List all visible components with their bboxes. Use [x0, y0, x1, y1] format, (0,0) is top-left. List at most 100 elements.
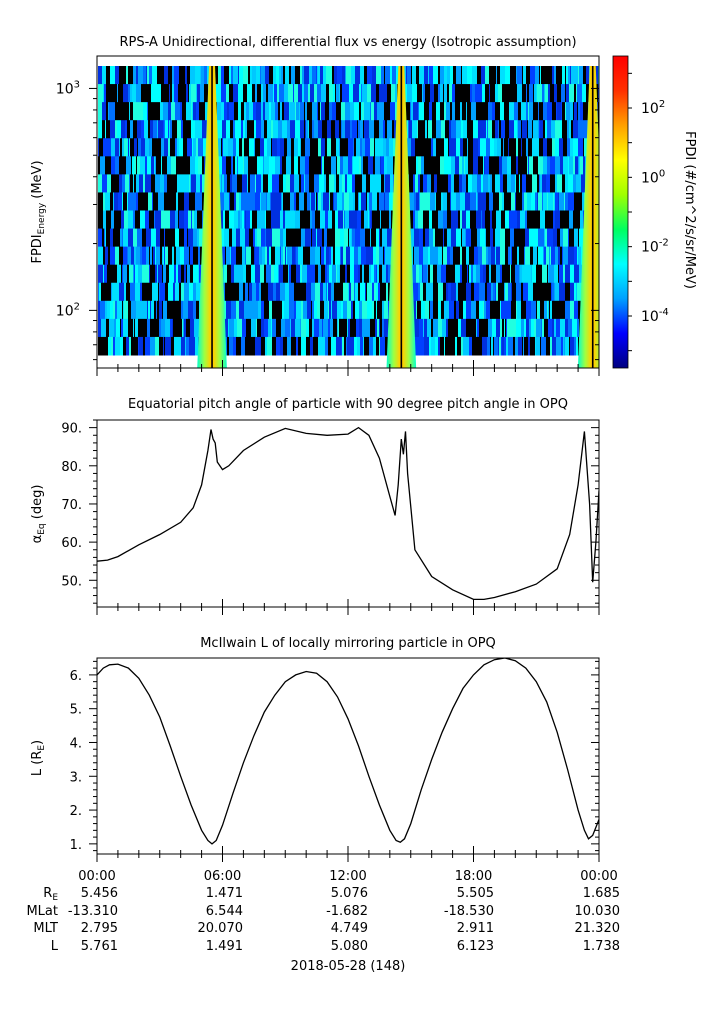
spectrogram-cell [454, 300, 456, 320]
spectrogram-cell [153, 246, 155, 266]
spectrogram-cell [265, 102, 269, 121]
spectrogram-cell [570, 246, 574, 266]
spectrogram-cell [438, 336, 440, 356]
spectrogram-cell [442, 246, 443, 266]
spectrogram-cell [566, 210, 569, 230]
spectrogram-cell [329, 174, 334, 193]
spectrogram-cell [568, 192, 573, 211]
spectrogram-cell [444, 84, 447, 103]
spectrogram-cell [512, 192, 515, 211]
spectrogram-cell [195, 192, 200, 211]
spectrogram-cell [262, 246, 265, 266]
spectrogram-cell [153, 138, 156, 157]
spectrogram-cell [488, 102, 492, 121]
spectrogram-cell [221, 138, 222, 157]
spectrogram-cell [511, 156, 516, 175]
spectrogram-cell [281, 66, 282, 85]
spectrogram-cell [492, 102, 495, 121]
spectrogram-cell [446, 264, 451, 284]
spectrogram-cell [562, 210, 563, 230]
spectrogram-cell [424, 66, 428, 85]
spectrogram-cell [279, 174, 283, 193]
spectrogram-cell [374, 120, 379, 139]
spectrogram-cell [146, 246, 149, 266]
spectrogram-cell [381, 66, 384, 85]
spectrogram-cell [109, 102, 111, 121]
spectrogram-cell [269, 300, 272, 320]
spectrogram-cell [372, 192, 377, 211]
spectrogram-cell [162, 246, 163, 266]
spectrogram-cell [563, 156, 568, 175]
spectrogram-cell [465, 246, 466, 266]
spectrogram-cell [147, 264, 149, 284]
spectrogram-cell [98, 84, 103, 103]
spectrogram-cell [356, 318, 359, 338]
spectrogram-cell [306, 210, 310, 230]
spectrogram-cell [533, 228, 538, 248]
spectrogram-cell [392, 66, 396, 85]
spectrogram-cell [310, 228, 311, 248]
spectrogram-cell [129, 102, 130, 121]
spectrogram-cell [458, 282, 461, 302]
spectrogram-cell [112, 264, 114, 284]
spectrogram-cell [423, 318, 424, 338]
spectrogram-cell [144, 120, 148, 139]
spectrogram-cell [287, 138, 291, 157]
spectrogram-cell [307, 300, 311, 320]
spectrogram-cell [202, 192, 205, 211]
spectrogram-cell [532, 264, 536, 284]
spectrogram-cell [380, 210, 381, 230]
spectrogram-cell [354, 336, 357, 356]
spectrogram-cell [305, 138, 310, 157]
spectrogram-cell [269, 246, 271, 266]
spectrogram-cell [110, 246, 115, 266]
spectrogram-cell [383, 138, 386, 157]
spectrogram-cell [370, 174, 374, 193]
spectrogram-cell [551, 246, 555, 266]
spectrogram-cell [438, 84, 440, 103]
spectrogram-cell [376, 282, 378, 302]
spectrogram-cell [123, 228, 128, 248]
spectrogram-cell [350, 318, 355, 338]
spectrogram-cell [477, 174, 481, 193]
spectrogram-cell [309, 318, 312, 338]
spectrogram-cell [126, 336, 129, 356]
spectrogram-cell [342, 84, 345, 103]
spectrogram-cell [361, 156, 363, 175]
spectrogram-cell [462, 102, 466, 121]
spectrogram-cell [491, 282, 493, 302]
spectrogram-cell [229, 192, 230, 211]
spectrogram-cell [528, 156, 529, 175]
spectrogram-cell [146, 228, 147, 248]
spectrogram-cell [527, 156, 528, 175]
spectrogram-cell [145, 84, 148, 103]
spectrogram-cell [385, 192, 389, 211]
spectrogram-cell [552, 300, 554, 320]
spectrogram-cell [133, 318, 134, 338]
spectrogram-cell [171, 102, 175, 121]
spectrogram-cell [393, 138, 395, 157]
spectrogram-cell [444, 174, 448, 193]
spectrogram-cell [486, 246, 488, 266]
spectrogram-cell [384, 156, 387, 175]
spectrogram-cell [174, 66, 179, 85]
spectrogram-cell [407, 138, 411, 157]
spectrogram-cell [115, 318, 116, 338]
spectrogram-cell [298, 84, 302, 103]
spectrogram-cell [351, 282, 354, 302]
spectrogram-cell [496, 318, 500, 338]
spectrogram-cell [499, 336, 501, 356]
spectrogram-cell [477, 66, 481, 85]
spectrogram-cell [119, 102, 124, 121]
spectrogram-cell [516, 156, 518, 175]
spectrogram-cell [303, 138, 305, 157]
spectrogram-cell [491, 264, 496, 284]
spectrogram-cell [271, 102, 275, 121]
spectrogram-cell [174, 84, 178, 103]
spectrogram-cell [291, 336, 294, 356]
spectrogram-cell [137, 156, 140, 175]
spectrogram-cell [161, 156, 162, 175]
spectrogram-cell [462, 66, 467, 85]
spectrogram-cell [501, 300, 506, 320]
spectrogram-cell [568, 228, 569, 248]
